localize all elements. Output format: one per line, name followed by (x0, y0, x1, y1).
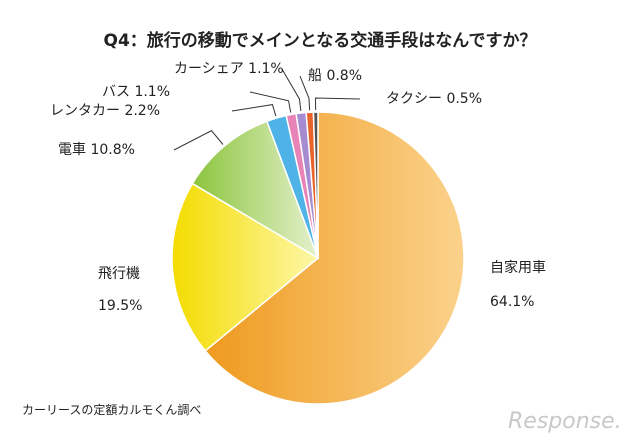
label-slice-6: 船 0.8% (308, 68, 362, 84)
chart-title: Q4：旅行の移動でメインとなる交通手段はなんですか？ (104, 30, 537, 51)
pie-slices (171, 111, 465, 405)
leader-line-slice-4 (249, 91, 292, 113)
slice-1 (171, 182, 320, 352)
label-slice-7: タクシー 0.5% (386, 91, 482, 107)
label-slice-3: レンタカー 2.2% (50, 103, 160, 119)
leader-line-slice-7 (314, 97, 361, 111)
value-slice-1: 19.5% (98, 298, 142, 314)
value-slice-0: 64.1% (490, 294, 534, 310)
leader-line-slice-5 (281, 68, 302, 112)
label-slice-5: カーシェア 1.1% (174, 61, 284, 77)
watermark-logo: Response. (508, 409, 622, 434)
label-slice-4: バス 1.1% (102, 84, 170, 100)
label-slice-2: 電車 10.8% (58, 141, 135, 158)
label-slice-0: 自家用車 (490, 259, 546, 276)
leader-line-slice-2 (173, 130, 224, 151)
leader-line-slice-3 (231, 104, 277, 117)
slice-2 (191, 120, 320, 260)
source-note: カーリースの定額カルモくん調べ (22, 402, 201, 417)
pie-labels: 自家用車 64.1% 飛行機 19.5% 電車 10.8% レンタカー 2.2% バス 1.… (50, 61, 546, 314)
leader-line-slice-6 (299, 75, 311, 111)
label-slice-1: 飛行機 (98, 266, 140, 282)
slice-0 (204, 111, 465, 405)
slice-7 (312, 111, 319, 259)
